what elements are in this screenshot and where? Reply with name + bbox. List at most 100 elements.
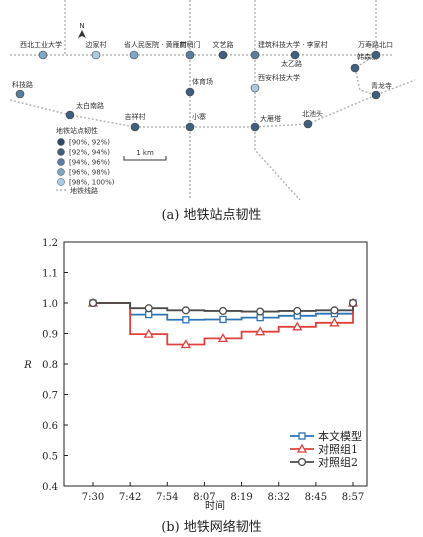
data-point: [217, 333, 229, 343]
data-point: [143, 328, 154, 338]
station-marker: [250, 50, 260, 60]
north-arrow-icon: [78, 30, 86, 38]
series-line: [93, 302, 354, 313]
north-arrow: N: [78, 22, 86, 38]
map-legend-label: [96%, 98%): [69, 169, 110, 177]
data-point: [182, 316, 190, 324]
station-label: 西北工业大学: [20, 40, 62, 49]
station-label: 南稍门: [180, 40, 201, 49]
map-legend-label: [94%, 96%): [69, 159, 110, 167]
station-marker: [303, 119, 313, 129]
series-3: [88, 298, 358, 316]
map-legend: 地铁站点韧性 [90%, 92%) [92%, 94%) [94%, 96%) [96…: [56, 126, 115, 195]
data-point: [219, 315, 227, 324]
legend-marker: [298, 432, 306, 440]
map-legend-items: [90%, 92%) [92%, 94%) [94%, 96%) [96%, 98%)…: [57, 138, 115, 187]
map-legend-label: [90%, 92%): [69, 139, 110, 147]
station-marker: [65, 110, 75, 120]
scale-bar-label: 1 km: [136, 149, 154, 157]
x-tick-label: 7:54: [156, 492, 178, 503]
station-label: 文艺路: [213, 40, 234, 49]
data-point: [88, 298, 98, 308]
y-tick-label: 1.1: [42, 269, 58, 280]
map-legend-label: [98%, 100%): [69, 179, 115, 187]
data-point: [292, 321, 303, 331]
data-point: [255, 326, 266, 336]
y-axis: 0.4 0.5 0.6 0.7 0.8 0.9 1.0 1.1 1.2: [42, 238, 68, 493]
series-line: [93, 302, 354, 346]
y-tick-label: 1.0: [42, 299, 58, 310]
station-marker: [290, 50, 300, 60]
station-label: 小寨: [192, 112, 206, 121]
north-label: N: [79, 22, 84, 30]
station-label: 大雁塔: [260, 114, 281, 123]
data-point: [329, 317, 340, 327]
y-tick-label: 0.6: [42, 421, 58, 432]
station-marker: [185, 87, 195, 97]
scale-bar: 1 km: [123, 149, 167, 161]
station-marker: [185, 122, 195, 132]
station-marker: [91, 50, 101, 60]
subway-line-5: [354, 0, 377, 96]
data-point: [180, 339, 191, 349]
station-label: 省人民医院 · 黄雁村: [124, 40, 187, 49]
x-axis: 7:30 7:42 7:54 8:07 8:19 8:32 8:45 8:57: [82, 482, 364, 503]
series-layer: [87, 297, 359, 349]
data-point: [348, 298, 358, 308]
station-marker: [129, 50, 139, 60]
data-point: [181, 306, 190, 315]
y-tick-label: 1.2: [42, 238, 58, 249]
map-legend-swatch: [57, 138, 65, 146]
data-point: [144, 304, 153, 313]
legend-label: 本文模型: [318, 429, 362, 443]
data-point: [256, 307, 265, 316]
network-resilience-chart: 0.4 0.5 0.6 0.7 0.8 0.9 1.0 1.1 1.2 7:30 7:42 7:54…: [23, 238, 368, 511]
station-label: 万寿路北口: [358, 40, 393, 49]
station-marker: [350, 63, 360, 73]
y-tick-label: 0.9: [42, 330, 58, 341]
station-marker: [250, 122, 260, 132]
subway-line-3: [9, 79, 416, 128]
map-legend-label: [92%, 94%): [69, 149, 110, 157]
subway-line-4: [254, 0, 301, 200]
caption-a: (a) 地铁站点韧性: [161, 208, 262, 223]
x-tick-label: 8:19: [230, 492, 252, 503]
station-label: 吉祥村: [125, 112, 146, 121]
station-marker: [250, 83, 260, 93]
y-axis-label: R: [23, 360, 32, 371]
data-point: [145, 310, 153, 319]
legend-marker: [296, 443, 308, 453]
map-legend-swatch: [57, 178, 65, 186]
y-tick-label: 0.7: [42, 391, 58, 402]
map-legend-swatch: [57, 168, 65, 176]
y-tick-label: 0.5: [42, 452, 58, 463]
station-marker: [185, 50, 195, 60]
data-point: [330, 306, 339, 315]
x-tick-label: 8:45: [305, 492, 327, 503]
station-label: 韩森寨: [357, 52, 378, 61]
x-tick-label: 7:42: [119, 492, 141, 503]
x-tick-label: 8:57: [342, 492, 364, 503]
station-label: 青龙寺: [371, 81, 392, 90]
station-label: 建筑科技大学 · 李家村: [258, 40, 328, 49]
legend-marker: [297, 457, 307, 467]
station-marker: [130, 122, 140, 132]
station-marker: [38, 50, 48, 60]
series-2: [87, 297, 359, 349]
subway-lines: [9, 0, 416, 200]
legend-label: 对照组2: [318, 455, 358, 469]
x-tick-label: 8:32: [267, 492, 289, 503]
legend-label: 对照组1: [318, 442, 358, 456]
station-label: 太乙路: [281, 59, 302, 68]
map-legend-swatch: [57, 148, 65, 156]
station-marker: [371, 50, 381, 60]
series-line: [93, 302, 354, 321]
caption-b: (b) 地铁网络韧性: [161, 520, 262, 535]
data-point: [218, 306, 228, 315]
station-label: 科技路: [12, 80, 33, 89]
map-legend-line-label: 地铁线路: [70, 186, 98, 195]
x-axis-label: 时间: [205, 499, 225, 511]
